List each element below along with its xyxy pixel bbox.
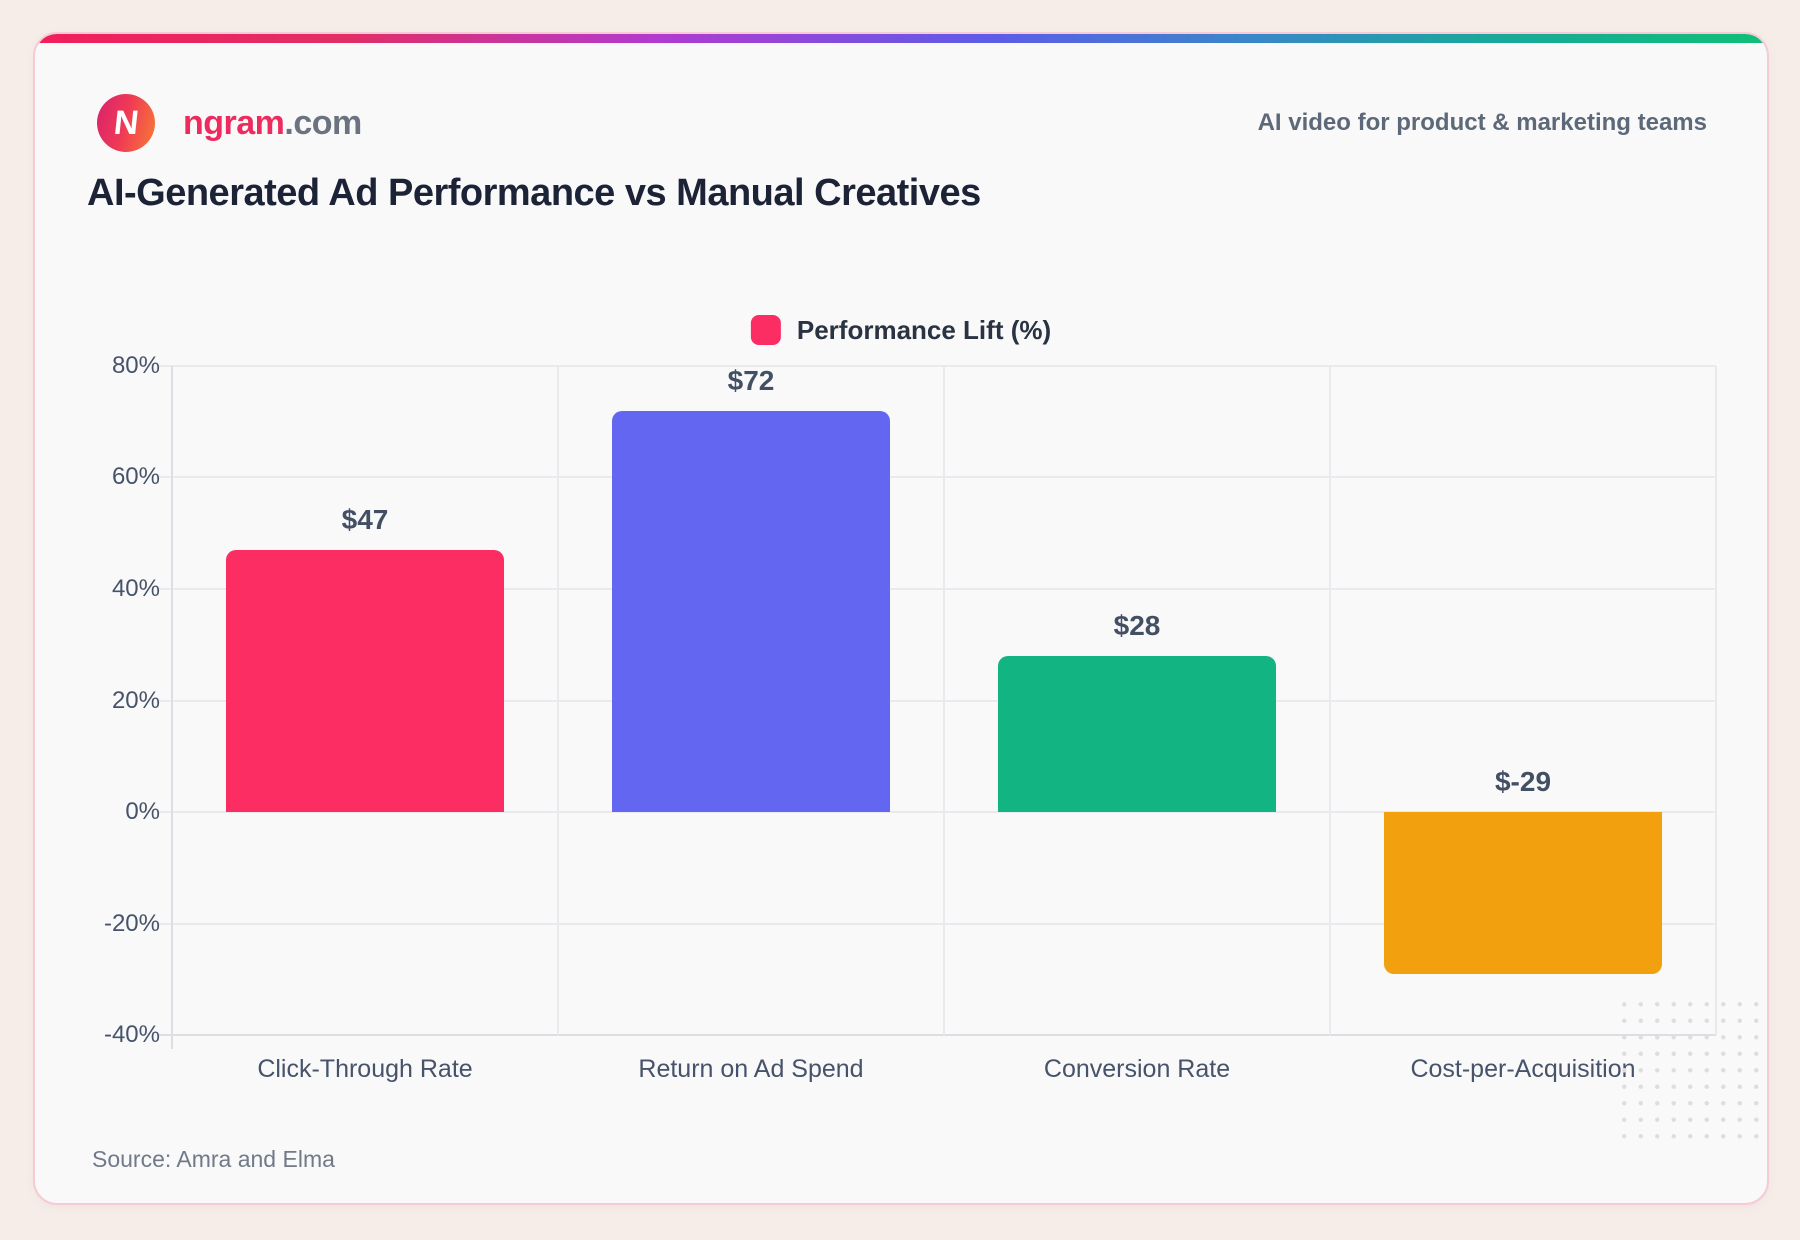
category-label: Conversion Rate xyxy=(1043,1055,1231,1083)
y-axis-line xyxy=(171,366,173,1049)
y-gridline xyxy=(158,587,1716,590)
y-axis-tick-label: -20% xyxy=(103,909,160,937)
legend-swatch xyxy=(750,315,781,345)
bar-value-label: $-29 xyxy=(1494,765,1552,797)
y-gridline xyxy=(158,476,1716,479)
brand-wordmark: ngram .com xyxy=(183,94,362,152)
legend: Performance Lift (%) xyxy=(750,314,1052,346)
x-gridline xyxy=(1715,366,1717,1035)
plot-area: 80% 60% 40% 20% 0% -20% -40% $47 Click-Through R… xyxy=(104,352,1717,1083)
y-axis-tick-label: 80% xyxy=(111,352,160,379)
x-gridline xyxy=(943,366,945,1035)
brand-domain-suffix: .com xyxy=(284,103,362,142)
bar-cost-per-acquisition xyxy=(1384,812,1662,974)
y-axis-tick-label: 40% xyxy=(111,574,160,602)
bar-click-through-rate xyxy=(226,549,504,812)
y-axis-tick-label: -40% xyxy=(103,1021,160,1048)
source-attribution: Source: Amra and Elma xyxy=(92,1146,335,1172)
y-axis-tick-label: 0% xyxy=(125,797,160,825)
brand-name: ngram xyxy=(183,103,285,142)
y-gridline xyxy=(158,810,1716,813)
bar-value-label: $28 xyxy=(1113,609,1161,641)
bar-conversion-rate xyxy=(998,655,1276,812)
x-gridline xyxy=(557,366,559,1035)
y-axis-tick-label: 60% xyxy=(111,463,160,491)
logo-letter: N xyxy=(111,104,141,142)
bar-value-label: $72 xyxy=(727,364,775,396)
brand-tagline: AI video for product & marketing teams xyxy=(1257,109,1707,136)
category-label: Cost-per-Acquisition xyxy=(1410,1055,1636,1083)
top-gradient-accent xyxy=(35,34,1767,43)
legend-label: Performance Lift (%) xyxy=(796,314,1052,345)
y-gridline xyxy=(158,1034,1716,1036)
chart-card: N ngram .com AI video for product & marke… xyxy=(33,32,1769,1205)
ngram-logo-icon: N xyxy=(97,94,155,152)
y-gridline xyxy=(158,922,1716,925)
y-gridline xyxy=(158,699,1716,702)
bar-value-label: $47 xyxy=(341,503,389,535)
y-axis-tick-label: 20% xyxy=(111,686,160,714)
category-label: Click-Through Rate xyxy=(257,1055,473,1083)
dot-pattern-decoration xyxy=(1612,992,1762,1142)
category-label: Return on Ad Spend xyxy=(638,1055,864,1083)
bar-return-on-ad-spend xyxy=(612,410,890,812)
x-gridline xyxy=(1329,366,1331,1035)
chart-title: AI-Generated Ad Performance vs Manual Cr… xyxy=(87,172,981,214)
y-gridline xyxy=(158,365,1716,367)
